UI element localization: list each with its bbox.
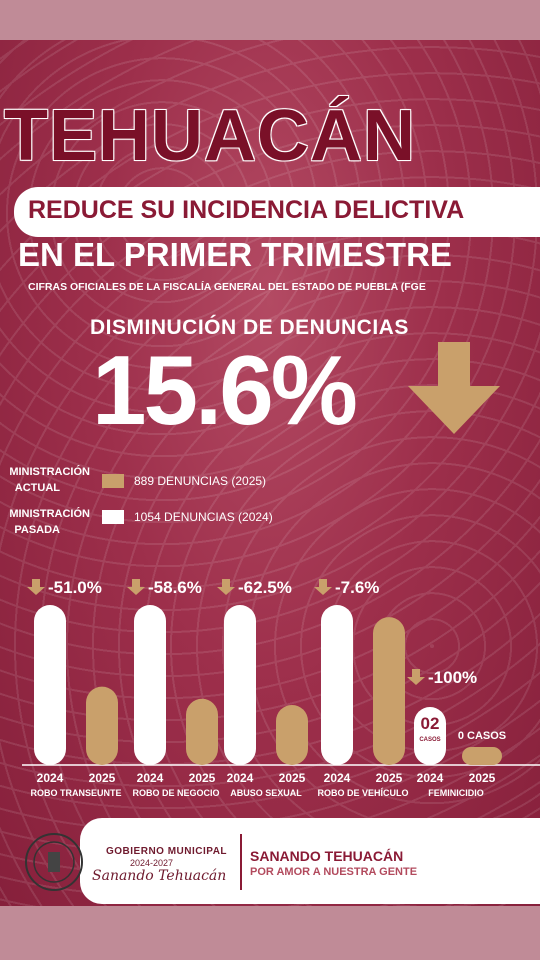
year-label-2024: 2024 (37, 771, 64, 785)
floral-pattern (0, 40, 540, 906)
source-note: CIFRAS OFICIALES DE LA FISCALÍA GENERAL … (28, 281, 426, 293)
bar-2025 (276, 705, 308, 765)
change-label: -51.0% (48, 578, 102, 597)
bar-2025 (86, 686, 118, 765)
category-label: ABUSO SEXUAL (230, 788, 302, 798)
legend-text-2025: 889 DENUNCIAS (2025) (134, 474, 267, 488)
bar-value-label: 02 (421, 714, 440, 733)
down-arrow-icon (127, 579, 145, 595)
change-label: -7.6% (335, 578, 379, 597)
change-label: -62.5% (238, 578, 292, 597)
footer-card (80, 818, 540, 904)
year-label-2024: 2024 (227, 771, 254, 785)
legend-label-past: MINISTRACIÓN PASADA (9, 508, 90, 536)
down-arrow-icon (407, 669, 425, 685)
page-title: TEHUACÁN (4, 96, 416, 176)
headline-value: 15.6% (92, 335, 358, 445)
category-label: ROBO DE NEGOCIO (132, 788, 219, 798)
legend-swatch-2024 (102, 510, 124, 524)
subtitle-line1: REDUCE SU INCIDENCIA DELICTIVA (28, 196, 465, 224)
year-label-2025: 2025 (469, 771, 496, 785)
year-label-2024: 2024 (417, 771, 444, 785)
bar-2024 (321, 605, 353, 765)
footer-divider (240, 834, 242, 890)
legend-label-current: MINISTRACIÓN ACTUAL (9, 466, 90, 494)
year-label-2025: 2025 (189, 771, 216, 785)
year-label-2024: 2024 (137, 771, 164, 785)
bar-2025 (462, 747, 502, 765)
down-arrow-icon (217, 579, 235, 595)
poster: TEHUACÁN REDUCE SU INCIDENCIA DELICTIVA … (0, 40, 540, 906)
year-label-2025: 2025 (89, 771, 116, 785)
footer-slogan-line2: POR AMOR A NUESTRA GENTE (250, 866, 418, 878)
legend-text-2024: 1054 DENUNCIAS (2024) (134, 510, 273, 524)
bar-2024 (224, 605, 256, 765)
down-arrow-icon (314, 579, 332, 595)
footer-slogan-line1: SANANDO TEHUACÁN (250, 848, 404, 864)
year-label-2024: 2024 (324, 771, 351, 785)
change-label: -58.6% (148, 578, 202, 597)
category-label: ROBO DE VEHÍCULO (317, 788, 408, 798)
bar-value-label: 0 CASOS (458, 730, 506, 742)
bar-2025 (373, 617, 405, 765)
headline-label: DISMINUCIÓN DE DENUNCIAS (90, 316, 409, 339)
year-label-2025: 2025 (279, 771, 306, 785)
change-label: -100% (428, 668, 477, 687)
subtitle-banner: REDUCE SU INCIDENCIA DELICTIVA (14, 187, 540, 237)
bar-2024 (134, 605, 166, 765)
subtitle-line2: EN EL PRIMER TRIMESTRE (18, 236, 452, 273)
footer-gov-slogan: Sanando Tehuacán (92, 868, 227, 884)
bar-2025 (186, 698, 218, 765)
bar-2024 (414, 707, 446, 765)
year-label-2025: 2025 (376, 771, 403, 785)
down-arrow-icon (27, 579, 45, 595)
bar-value-unit: CASOS (419, 737, 440, 743)
legend-swatch-2025 (102, 474, 124, 488)
footer-gov-title: GOBIERNO MUNICIPAL (106, 846, 228, 857)
bar-chart: -51.0% 2024 2025 ROBO TRANSEUNTE -58.6% 2024 2… (22, 578, 540, 798)
footer-gov-years: 2024-2027 (130, 858, 174, 868)
bar-2024 (34, 605, 66, 765)
category-label: ROBO TRANSEUNTE (30, 788, 121, 798)
category-label: FEMINICIDIO (428, 788, 484, 798)
municipal-seal-icon (25, 833, 83, 891)
down-arrow-icon (408, 342, 500, 434)
